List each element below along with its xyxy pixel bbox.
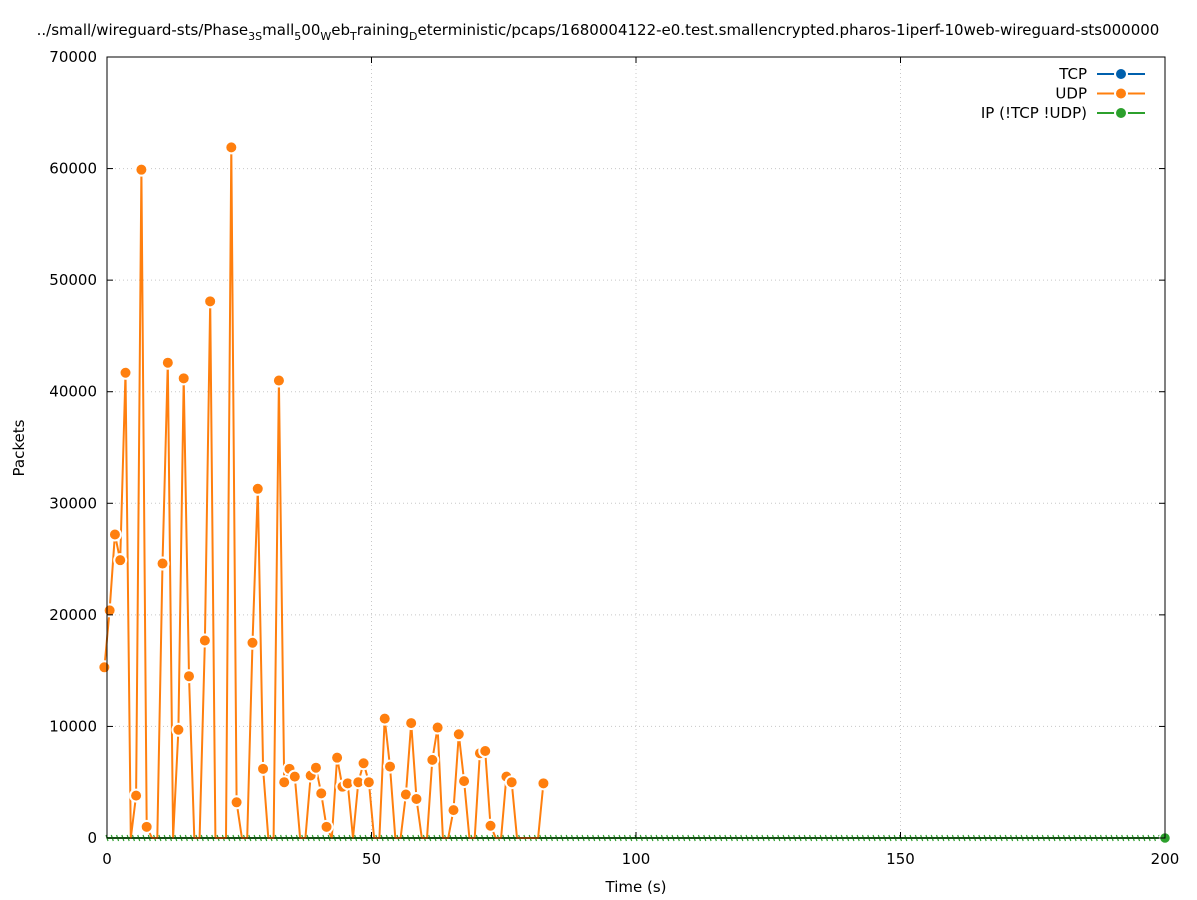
udp-data-point [446,803,461,818]
y-axis-title: Packets [10,419,28,476]
udp-data-point [478,743,493,758]
chart-title-part: W [320,30,331,43]
udp-data-point [356,756,371,771]
udp-data-point [287,769,302,784]
chart-title-part: mall [262,21,294,39]
udp-data-point [319,819,334,834]
udp-data-point [139,819,154,834]
udp-data-point [425,752,440,767]
chart-title-part: eb [331,21,350,39]
udp-data-point [504,775,519,790]
udp-data-point [176,371,191,386]
legend-marker-sample [1114,86,1128,101]
x-tick-label: 0 [102,850,112,868]
legend-marker-sample [1114,106,1128,120]
chart-title-part: eterministic/pcaps/1680004122-e0.test.sm… [417,21,1159,39]
udp-data-point [404,716,419,731]
chart-title-part: 5 [294,30,301,43]
chart-title: ../small/wireguard-sts/Phase3Small500Web… [37,21,1160,43]
udp-data-point [155,556,170,571]
chart-title-part: 3S [248,30,262,43]
udp-data-point [118,365,133,380]
udp-data-point [308,760,323,775]
udp-data-point [250,481,265,496]
udp-data-point [129,788,144,803]
udp-data-point [451,727,466,742]
udp-data-point [113,553,128,568]
udp-data-point [383,759,398,774]
x-tick-label: 150 [886,850,915,868]
udp-data-point [97,660,112,675]
udp-data-point [107,527,122,542]
y-tick-label: 30000 [49,494,97,512]
udp-data-point [330,750,345,765]
y-tick-label: 0 [87,829,97,847]
udp-data-point [536,776,551,791]
udp-data-point [361,775,376,790]
chart-title-part: T [349,30,357,43]
legend-label: TCP [1058,65,1087,83]
x-tick-label: 200 [1151,850,1180,868]
legend-label: IP (!TCP !UDP) [981,104,1087,122]
y-tick-label: 20000 [49,606,97,624]
y-tick-label: 40000 [49,383,97,401]
udp-data-point [314,786,329,801]
x-axis-title: Time (s) [605,878,667,896]
udp-data-point [409,791,424,806]
x-tick-label: 100 [622,850,651,868]
udp-data-point [224,140,239,155]
chart-title-part: 00 [301,21,320,39]
udp-data-point [181,669,196,684]
legend-label: UDP [1055,85,1087,103]
udp-data-point [203,294,218,309]
udp-data-point [134,162,149,177]
y-tick-label: 70000 [49,48,97,66]
udp-data-point [229,795,244,810]
udp-data-point [483,818,498,833]
udp-data-point [245,635,260,650]
udp-data-point [160,355,175,370]
udp-data-point [457,774,472,789]
udp-data-point [197,633,212,648]
udp-data-point [277,775,292,790]
udp-data-point [430,720,445,735]
chart-title-part: D [409,30,417,43]
y-tick-label: 50000 [49,271,97,289]
y-tick-label: 60000 [49,160,97,178]
y-tick-label: 10000 [49,717,97,735]
udp-data-point [271,373,286,388]
x-tick-label: 50 [362,850,381,868]
axis-ticks: 0 50 100 150 200 0 10000 20000 30000 40000 50000 60… [49,48,1179,868]
legend-marker-sample [1114,67,1128,81]
udp-data-point [256,761,271,776]
chart-title-part: raining [357,21,409,39]
udp-data-point [377,711,392,726]
udp-data-point [171,722,186,737]
chart-title-part: ../small/wireguard-sts/Phase [37,21,249,39]
